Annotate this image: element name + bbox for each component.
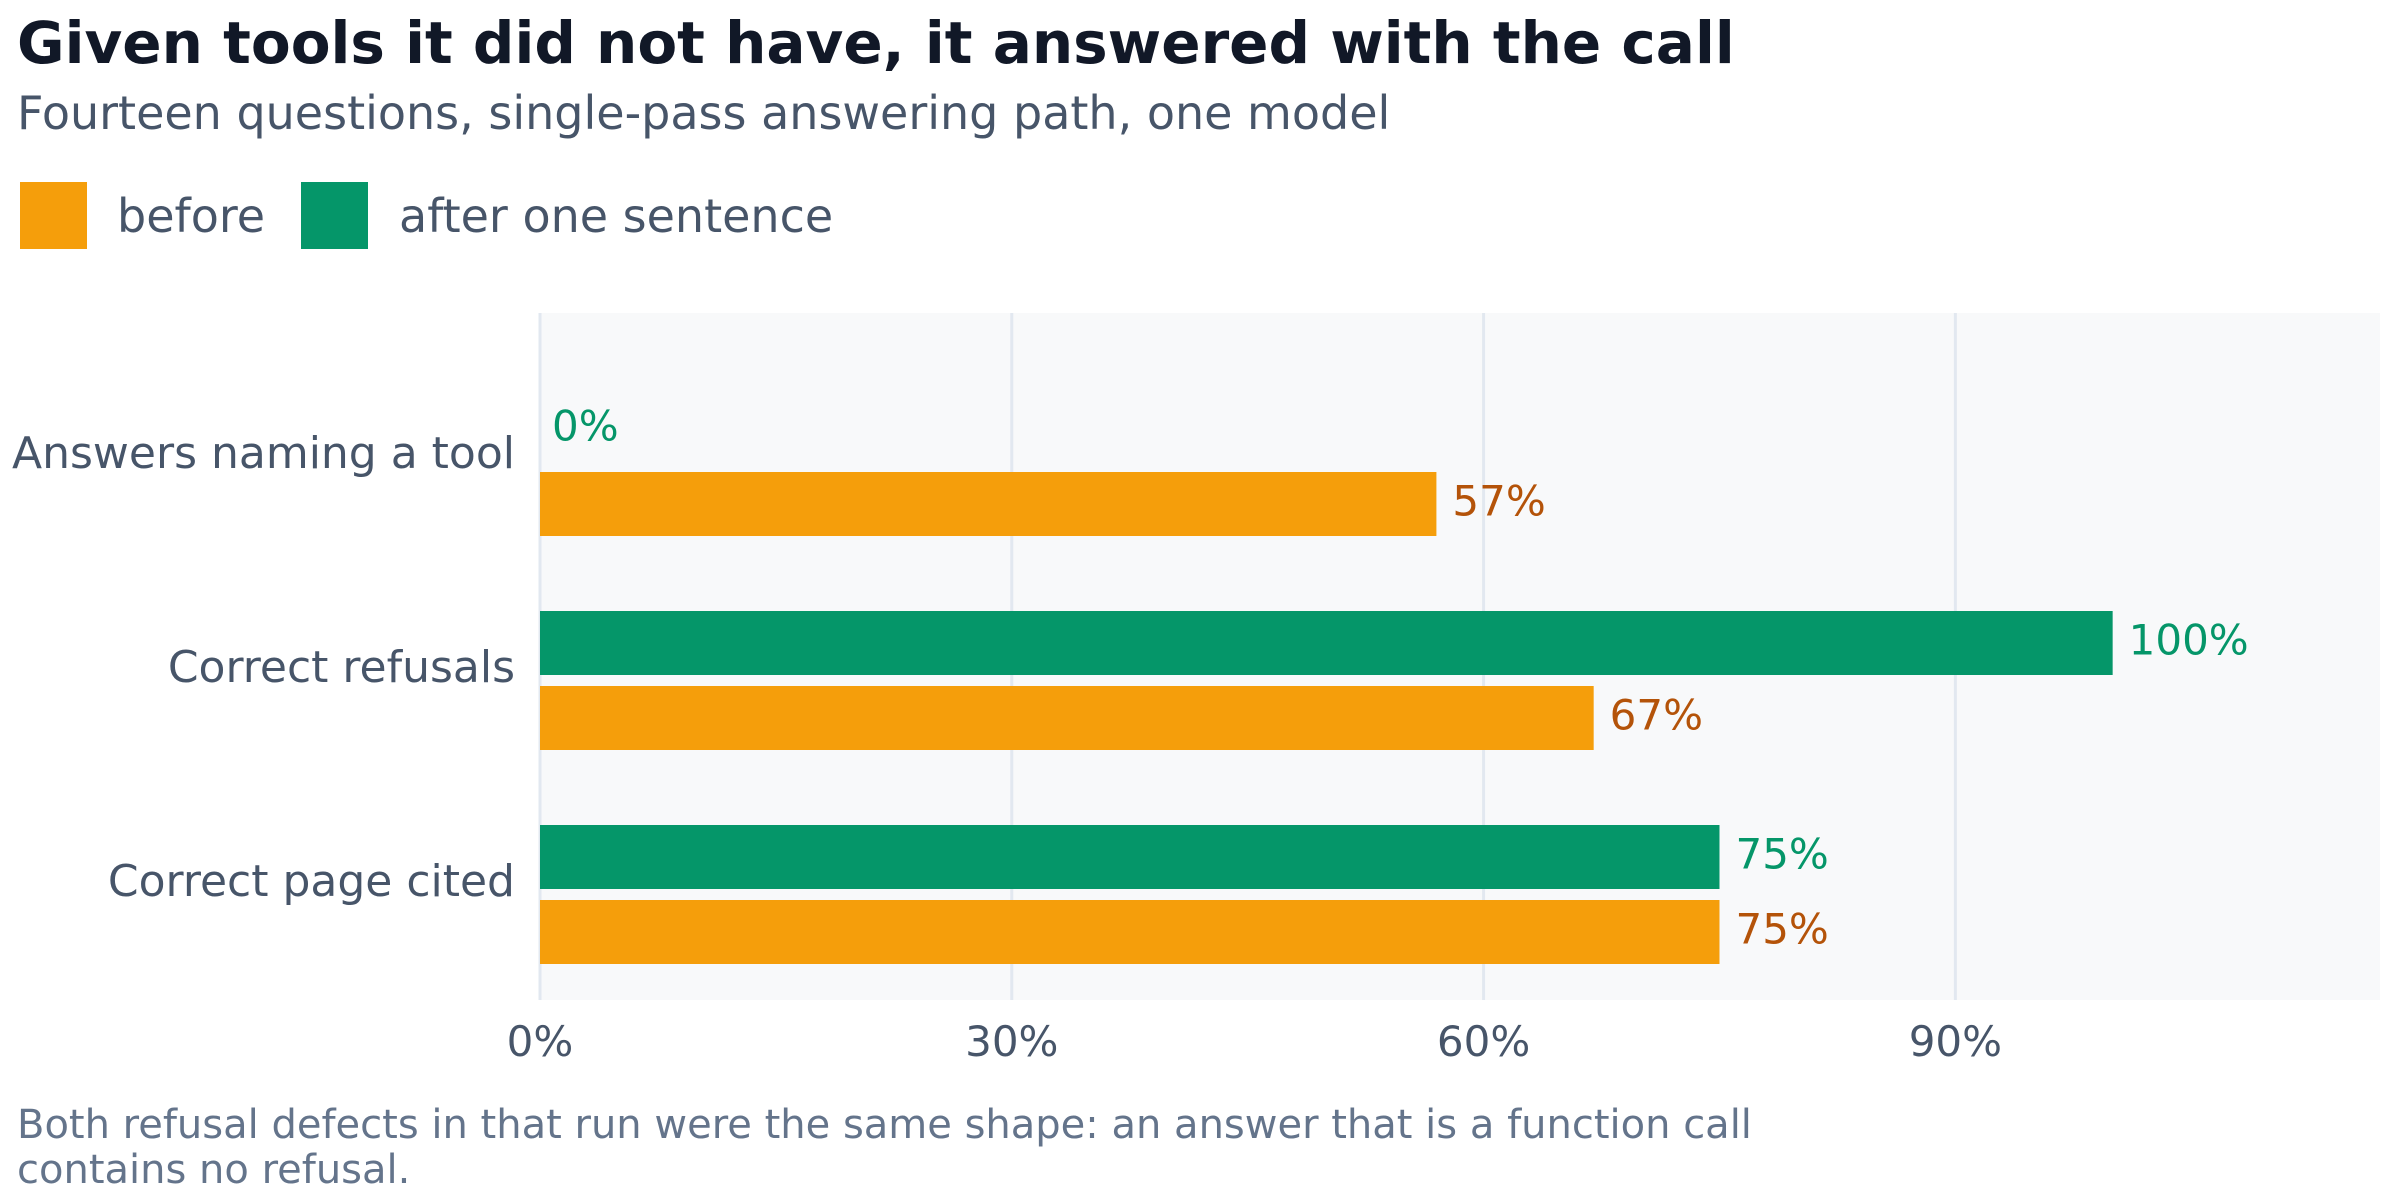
footnote-line-1: Both refusal defects in that run were th… bbox=[17, 1102, 1752, 1148]
data-label-after: 75% bbox=[1735, 830, 1828, 879]
footnote-line-2: contains no refusal. bbox=[17, 1147, 410, 1193]
bars: 0% 57% 100% 67% 75% 75% bbox=[540, 402, 2249, 964]
data-label-before: 57% bbox=[1452, 477, 1545, 526]
chart-subtitle: Fourteen questions, single-pass answerin… bbox=[17, 86, 1390, 140]
category-label: Correct refusals bbox=[168, 642, 515, 693]
bar-before bbox=[540, 686, 1594, 750]
bar-after bbox=[540, 611, 2113, 675]
legend-swatch-before bbox=[20, 182, 87, 249]
category-label: Answers naming a tool bbox=[12, 428, 515, 479]
category-labels: Answers naming a tool Correct refusals Cor… bbox=[12, 428, 515, 907]
x-tick-label: 90% bbox=[1909, 1017, 2002, 1066]
legend-swatch-after bbox=[301, 182, 368, 249]
bar-before bbox=[540, 900, 1720, 964]
bar-before bbox=[540, 472, 1437, 536]
footnote: Both refusal defects in that run were th… bbox=[17, 1102, 1752, 1193]
x-tick-label: 60% bbox=[1437, 1017, 1530, 1066]
category-label: Correct page cited bbox=[108, 856, 515, 907]
chart-title: Given tools it did not have, it answered… bbox=[17, 9, 1735, 77]
data-label-after: 100% bbox=[2129, 616, 2249, 665]
x-tick-label: 0% bbox=[507, 1017, 574, 1066]
data-label-after: 0% bbox=[552, 402, 619, 451]
legend-label-after: after one sentence bbox=[399, 189, 833, 243]
data-label-before: 75% bbox=[1735, 905, 1828, 954]
bar-after bbox=[540, 825, 1720, 889]
legend-label-before: before bbox=[117, 189, 265, 243]
legend: before after one sentence bbox=[20, 182, 833, 249]
data-label-before: 67% bbox=[1610, 691, 1703, 740]
x-tick-label: 30% bbox=[965, 1017, 1058, 1066]
x-axis-ticks: 0% 30% 60% 90% bbox=[507, 1017, 2002, 1066]
